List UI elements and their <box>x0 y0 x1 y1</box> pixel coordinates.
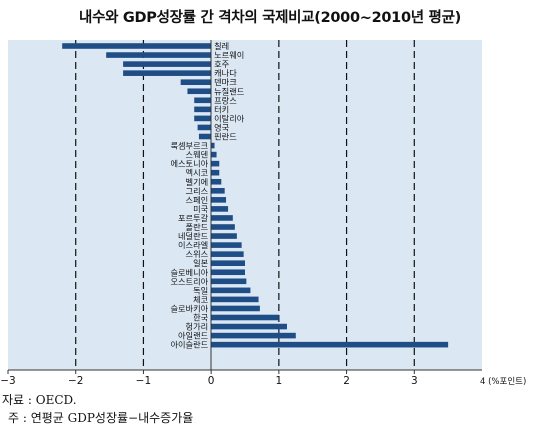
category-label: 뉴질랜드 <box>214 86 245 96</box>
category-label: 룩셈부르크 <box>170 141 208 151</box>
tick-label: −3 <box>0 375 15 387</box>
category-labels: 칠레노르웨이호주캐나다덴마크뉴질랜드프랑스터키이탈리아영국핀란드룩셈부르크스웨덴… <box>170 41 244 350</box>
category-label: 호주 <box>214 59 230 69</box>
category-label: 일본 <box>193 258 209 268</box>
category-label: 아이슬란드 <box>170 340 208 350</box>
plot-area <box>8 40 482 370</box>
tick-label: −2 <box>68 375 83 387</box>
bar <box>194 115 212 122</box>
category-label: 스위스 <box>186 249 209 259</box>
category-label: 폴란드 <box>186 222 209 232</box>
bar <box>211 260 245 266</box>
x-axis-ticks: −3 −2 −1 0 1 2 3 <box>0 370 418 387</box>
bar <box>211 206 229 212</box>
tick-label: 2 <box>343 375 350 387</box>
category-label: 아일랜드 <box>178 331 209 341</box>
bar <box>211 233 237 239</box>
bar <box>211 251 244 257</box>
bar <box>211 323 287 330</box>
bar <box>211 341 449 348</box>
bar <box>180 79 212 85</box>
tick-label: −1 <box>136 375 151 387</box>
tick-label: 0 <box>208 375 215 387</box>
bar <box>211 224 235 230</box>
bar <box>211 269 245 276</box>
bar <box>211 160 220 167</box>
bar <box>211 296 259 303</box>
category-label: 캐나다 <box>214 68 237 78</box>
category-label: 이탈리아 <box>214 113 245 123</box>
bar <box>211 314 279 321</box>
bar <box>211 305 260 312</box>
bar <box>198 133 212 140</box>
footnote: 주 : 연평균 GDP성장률−내수증가율 <box>8 411 194 425</box>
category-label: 헝가리 <box>186 322 209 332</box>
category-label: 영국 <box>214 122 230 132</box>
category-label: 핀란드 <box>214 132 237 142</box>
bar <box>211 169 220 176</box>
category-label: 덴마크 <box>214 77 237 87</box>
bar <box>211 215 233 221</box>
category-label: 슬로베니아 <box>170 267 208 277</box>
bar <box>211 151 217 158</box>
tick-label: 1 <box>276 375 283 387</box>
bar <box>211 178 222 185</box>
bar <box>194 97 212 104</box>
category-label: 에스토니아 <box>170 159 208 169</box>
category-label: 포르투갈 <box>178 213 209 223</box>
bars <box>62 43 449 348</box>
category-label: 독일 <box>193 285 208 295</box>
source-note: 자료 : OECD. <box>2 393 77 407</box>
category-label: 벨기에 <box>186 177 209 187</box>
category-label: 터키 <box>214 104 229 114</box>
category-label: 멕시코 <box>186 168 209 178</box>
bar <box>211 242 242 248</box>
category-label: 노르웨이 <box>214 50 244 60</box>
bar <box>123 70 212 76</box>
bar <box>211 332 296 339</box>
category-label: 이스라엘 <box>178 240 208 250</box>
bar <box>211 142 215 149</box>
category-label: 네덜란드 <box>178 231 209 241</box>
bar <box>106 52 212 58</box>
tick-label: 3 <box>411 375 418 387</box>
bar <box>211 197 227 203</box>
unit-label: 4 (%포인트) <box>480 376 526 387</box>
bar <box>194 106 212 113</box>
bar <box>123 61 212 67</box>
category-label: 미국 <box>193 204 209 214</box>
bar <box>211 278 247 285</box>
category-label: 한국 <box>193 313 209 323</box>
category-label: 프랑스 <box>214 95 237 105</box>
category-label: 그리스 <box>186 186 209 196</box>
category-label: 스웨덴 <box>186 150 209 160</box>
bar <box>197 124 212 131</box>
bar <box>187 88 212 95</box>
category-label: 슬로바키아 <box>170 303 208 313</box>
category-label: 칠레 <box>214 41 229 51</box>
bar <box>211 188 225 194</box>
bar <box>62 43 212 49</box>
category-label: 스페인 <box>186 195 209 205</box>
category-label: 오스트리아 <box>170 276 208 286</box>
category-label: 체코 <box>193 294 209 304</box>
chart-title: 내수와 GDP성장률 간 격차의 국제비교(2000~2010년 평균) <box>79 10 461 26</box>
bar <box>211 287 251 294</box>
